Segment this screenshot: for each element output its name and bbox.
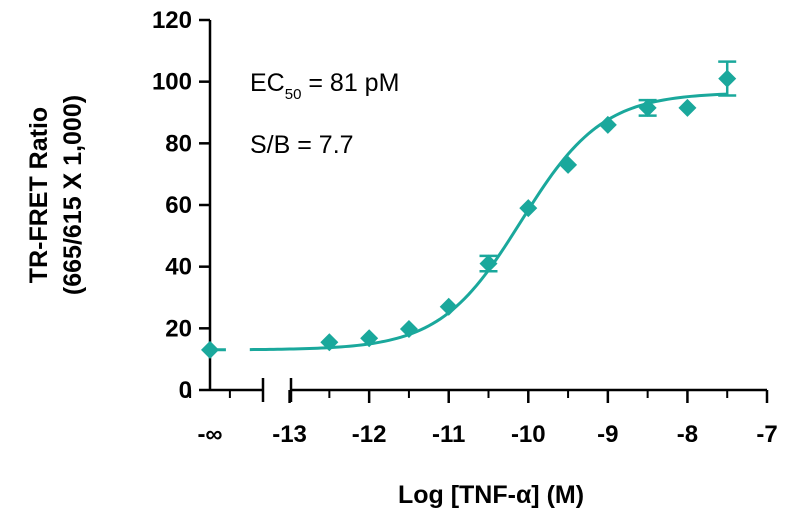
x-ticks: -∞ -13 -12 -11 -10 -9 -8 -7 — [190, 390, 778, 448]
data-point — [559, 156, 577, 174]
data-point — [718, 70, 736, 88]
x-axis-title: Log [TNF-α] (M) — [398, 481, 584, 509]
y-tick-label: 20 — [165, 315, 192, 342]
x-tick-label: -9 — [597, 421, 618, 448]
y-axis-title-line-1: TR-FRET Ratio — [25, 107, 53, 283]
axes — [210, 20, 767, 402]
y-axis-title-line-2: (665/615 X 1,000) — [59, 95, 87, 295]
y-tick-label: 60 — [165, 192, 192, 219]
y-tick-label: 80 — [165, 130, 192, 157]
data-point — [480, 255, 498, 273]
y-tick-label: 100 — [152, 69, 192, 96]
y-tick-label: 40 — [165, 254, 192, 281]
x-tick-label: -8 — [677, 421, 698, 448]
error-bars — [480, 62, 737, 272]
x-tick-label: -∞ — [197, 421, 222, 448]
x-tick-label: -12 — [352, 421, 387, 448]
ec50-subscript: 50 — [285, 86, 302, 103]
data-point — [678, 99, 696, 117]
data-points — [201, 70, 736, 359]
ec50-value: = 81 pM — [301, 69, 399, 97]
x-tick-label: -10 — [511, 421, 546, 448]
x-tick-label: -11 — [432, 421, 465, 448]
ec50-prefix: EC — [250, 69, 285, 97]
data-point — [201, 341, 219, 359]
x-tick-label: -7 — [756, 421, 777, 448]
ec50-annotation: EC50 = 81 pM — [250, 69, 399, 103]
data-point — [440, 298, 458, 316]
x-tick-label: -13 — [272, 421, 307, 448]
data-point — [599, 116, 617, 134]
sb-annotation: S/B = 7.7 — [250, 131, 354, 159]
y-tick-label: 120 — [152, 7, 192, 34]
